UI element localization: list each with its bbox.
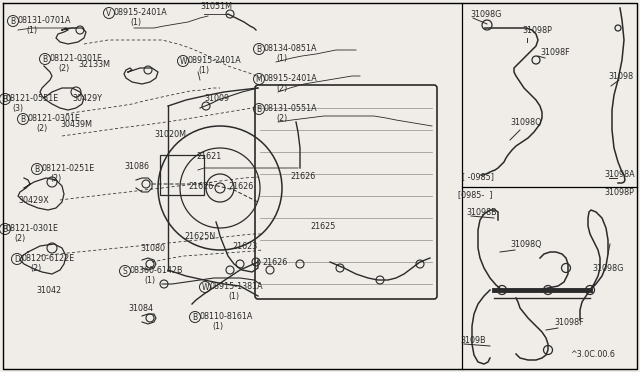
Text: 32133M: 32133M: [78, 60, 110, 69]
Text: 31080: 31080: [140, 244, 165, 253]
Text: 21621: 21621: [196, 152, 221, 161]
Text: M: M: [256, 74, 262, 83]
Text: 31020M: 31020M: [154, 130, 186, 139]
Text: ^3.0C.00.6: ^3.0C.00.6: [570, 350, 615, 359]
Text: 31098G: 31098G: [592, 264, 623, 273]
Text: 31098G: 31098G: [470, 10, 501, 19]
Text: 08121-0251E: 08121-0251E: [42, 164, 95, 173]
Text: 08915-2401A: 08915-2401A: [188, 56, 242, 65]
Text: D: D: [14, 254, 20, 263]
Text: [ -0985]: [ -0985]: [462, 172, 494, 181]
Bar: [160, 155, 204, 195]
Text: 21625: 21625: [310, 222, 335, 231]
Text: 08120-6122E: 08120-6122E: [22, 254, 76, 263]
Text: (1): (1): [130, 18, 141, 27]
Text: [0985-  ]: [0985- ]: [458, 190, 493, 199]
Text: 31098P: 31098P: [604, 188, 634, 197]
Text: 31098Q: 31098Q: [510, 118, 541, 127]
Text: 31084: 31084: [128, 304, 153, 313]
Text: 21626: 21626: [290, 172, 316, 181]
Text: 08134-0851A: 08134-0851A: [264, 44, 317, 53]
Text: 30439M: 30439M: [60, 120, 92, 129]
Text: 08360-6142B: 08360-6142B: [130, 266, 184, 275]
Text: (2): (2): [30, 264, 41, 273]
Text: (1): (1): [212, 322, 223, 331]
Text: 08915-2401A: 08915-2401A: [264, 74, 317, 83]
Text: 08121-0301E: 08121-0301E: [28, 114, 81, 123]
Text: 31098: 31098: [608, 72, 633, 81]
Text: B: B: [193, 312, 198, 321]
Text: B: B: [257, 105, 262, 113]
Text: 31098B: 31098B: [466, 208, 497, 217]
Text: (2): (2): [276, 114, 287, 123]
Text: 21626: 21626: [262, 258, 287, 267]
Text: 21623: 21623: [232, 242, 257, 251]
Text: 3109B: 3109B: [460, 336, 486, 345]
Text: 21625N: 21625N: [184, 232, 215, 241]
Text: (2): (2): [14, 234, 25, 243]
Text: 31098F: 31098F: [540, 48, 570, 57]
Text: B: B: [3, 94, 8, 103]
Text: 30429X: 30429X: [18, 196, 49, 205]
Text: B: B: [257, 45, 262, 54]
Text: 08121-0301E: 08121-0301E: [6, 224, 59, 233]
Text: (2): (2): [58, 64, 69, 73]
Text: 31098Q: 31098Q: [510, 240, 541, 249]
Text: 08131-0551A: 08131-0551A: [264, 104, 317, 113]
Text: B: B: [3, 224, 8, 234]
Text: B: B: [20, 115, 26, 124]
Text: 31098A: 31098A: [604, 170, 635, 179]
Text: (2): (2): [50, 174, 61, 183]
Text: (1): (1): [228, 292, 239, 301]
Text: 08915-2401A: 08915-2401A: [114, 8, 168, 17]
Text: B: B: [35, 164, 40, 173]
Text: (1): (1): [144, 276, 155, 285]
Text: (2): (2): [276, 84, 287, 93]
Text: 31098P: 31098P: [522, 26, 552, 35]
Text: 21626: 21626: [188, 182, 213, 191]
Text: 08110-8161A: 08110-8161A: [200, 312, 253, 321]
Text: (1): (1): [26, 26, 37, 35]
Text: (3): (3): [12, 104, 23, 113]
Text: (1): (1): [276, 54, 287, 63]
Text: (2): (2): [36, 124, 47, 133]
Text: 31098F: 31098F: [554, 318, 584, 327]
Text: 31009: 31009: [204, 94, 229, 103]
Text: 30429Y: 30429Y: [72, 94, 102, 103]
Text: (1): (1): [198, 66, 209, 75]
Text: 31042: 31042: [36, 286, 61, 295]
Text: 08915-1381A: 08915-1381A: [210, 282, 264, 291]
Text: 08121-0301E: 08121-0301E: [50, 54, 103, 63]
Text: W: W: [179, 57, 187, 65]
Text: B: B: [10, 16, 15, 26]
Text: 31051M: 31051M: [200, 2, 232, 11]
Text: B: B: [42, 55, 47, 64]
Text: S: S: [123, 266, 127, 276]
Text: 08131-0701A: 08131-0701A: [18, 16, 72, 25]
Text: V: V: [106, 9, 111, 17]
Text: 31086: 31086: [124, 162, 149, 171]
Text: W: W: [201, 282, 209, 292]
Text: 21626: 21626: [228, 182, 253, 191]
Text: 08121-0551E: 08121-0551E: [6, 94, 60, 103]
